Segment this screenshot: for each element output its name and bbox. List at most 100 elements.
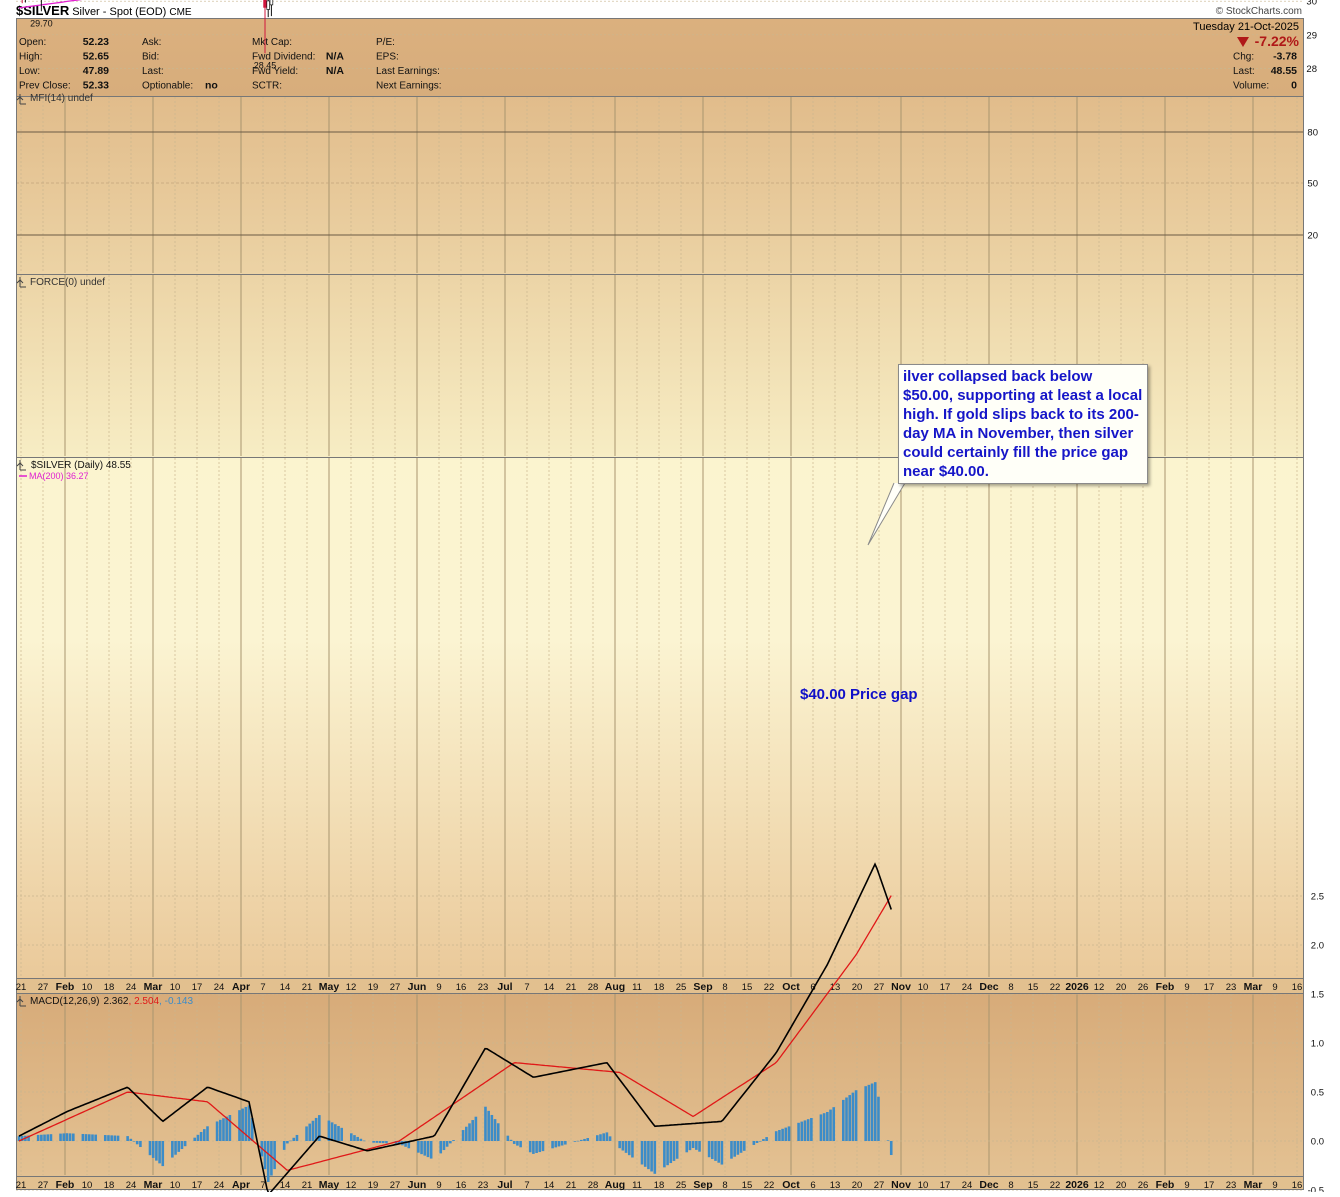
- copyright: © StockCharts.com: [1216, 6, 1302, 17]
- macd-hist-bar: [551, 1141, 554, 1149]
- x-tick-label: 22: [1050, 982, 1061, 993]
- macd-hist-bar: [532, 1141, 535, 1154]
- macd-hist-bar: [385, 1141, 388, 1144]
- macd-hist-bar: [318, 1115, 321, 1141]
- x-tick-label: May: [319, 981, 340, 993]
- macd-hist-bar: [698, 1141, 701, 1152]
- macd-legend: MACD(12,26,9) 2.362, 2.504, -0.143: [30, 996, 193, 1007]
- macd-hist-bar: [461, 1130, 465, 1141]
- macd-tick-label: 1.0: [1311, 1039, 1324, 1050]
- x-axis-top: 21 27 Feb 10 18 24 Mar 10 17 24 Apr 7 14 21 May 12 19 27 J…: [16, 981, 1303, 993]
- stat-label: Fwd Dividend:: [252, 52, 315, 63]
- macd-hist-bar: [845, 1097, 848, 1141]
- panel-icon: [16, 996, 26, 1007]
- macd-hist-bar: [848, 1095, 851, 1141]
- macd-hist-bar: [471, 1120, 474, 1141]
- x-tick-label: Aug: [605, 1179, 625, 1191]
- x-tick-label: 24: [962, 982, 973, 993]
- x-tick-label: 22: [764, 1180, 775, 1191]
- macd-hist-bar: [135, 1141, 139, 1145]
- macd-hist-bar: [273, 1141, 276, 1170]
- macd-hist-bar: [832, 1107, 836, 1141]
- stat-label: Optionable:: [142, 81, 193, 92]
- stat-label: Volume:: [1233, 81, 1269, 92]
- macd-hist-bar: [573, 1141, 577, 1142]
- x-axis-bottom: 21 27 Feb 10 18 24 Mar 10 17 24 Apr 7 14 21 May 12 19 27 J…: [16, 1179, 1303, 1191]
- macd-hist-bar: [429, 1141, 433, 1159]
- header-panel-bg: [16, 18, 1304, 96]
- callout-pointer: [867, 482, 906, 546]
- ma-legend: MA(200) 36.27: [29, 471, 89, 481]
- macd-hist-bar: [349, 1133, 353, 1141]
- x-tick-label: 7: [524, 982, 529, 993]
- stat-label: Last:: [142, 66, 164, 77]
- x-tick-label: Nov: [891, 1179, 911, 1191]
- x-tick-label: 14: [280, 982, 291, 993]
- macd-hist-bar: [215, 1121, 219, 1141]
- macd-hist-bar: [605, 1132, 609, 1141]
- macd-hist-bar: [17, 1136, 21, 1141]
- macd-hist-bar: [103, 1135, 107, 1141]
- x-tick-label: 12: [346, 1180, 357, 1191]
- macd-hist-bar: [685, 1141, 689, 1153]
- macd-hist-bar: [247, 1105, 251, 1141]
- macd-hist-bar: [867, 1084, 871, 1141]
- x-tick-label: Sep: [693, 1179, 712, 1191]
- macd-hist-bar: [228, 1115, 232, 1141]
- macd-hist-bar: [199, 1131, 203, 1141]
- macd-hist-bar: [528, 1141, 532, 1153]
- macd-hist-bar: [43, 1134, 46, 1141]
- stat-label: Fwd Yield:: [252, 66, 298, 77]
- x-tick-label: 10: [170, 1180, 181, 1191]
- macd-hist-bar: [46, 1134, 50, 1141]
- x-tick-label: 2026: [1065, 981, 1089, 993]
- macd-hist-bar: [535, 1141, 538, 1153]
- header: $SILVER Silver - Spot (EOD) CME © StockCha…: [16, 3, 1302, 92]
- macd-ticks: 2.5 2.0 1.5 1.0 0.5 0.0 -0.5: [1308, 892, 1324, 1197]
- x-tick-label: 15: [1028, 1180, 1039, 1191]
- price-legend: $SILVER (Daily) 48.55: [31, 460, 131, 471]
- stat-value: 52.23: [83, 36, 109, 48]
- change-percent: -7.22%: [1255, 33, 1300, 49]
- x-tick-label: 9: [436, 982, 441, 993]
- macd-hist-bar: [225, 1116, 228, 1141]
- macd-hist-bar: [148, 1141, 152, 1156]
- macd-hist-bar: [139, 1141, 142, 1148]
- macd-hist-bar: [886, 1140, 890, 1141]
- x-tick-label: 7: [524, 1180, 529, 1191]
- macd-panel: 2.5 2.0 1.5 1.0 0.5 0.0 -0.5 MACD(12,26,9) 2.36…: [16, 862, 1324, 1197]
- macd-hist-bar: [742, 1141, 746, 1151]
- macd-hist-bar: [177, 1141, 181, 1152]
- stat-value: 52.33: [83, 80, 109, 92]
- macd-hist-bar: [110, 1135, 113, 1141]
- macd-hist-bar: [691, 1141, 695, 1148]
- macd-hist-bar: [439, 1141, 443, 1154]
- x-tick-label: 7: [260, 982, 265, 993]
- x-tick-label: 10: [82, 1180, 93, 1191]
- x-tick-label: 15: [742, 1180, 753, 1191]
- x-tick-label: 8: [722, 982, 727, 993]
- x-tick-label: 22: [1050, 1180, 1061, 1191]
- macd-hist-bar: [653, 1141, 657, 1174]
- macd-hist-bar: [873, 1082, 877, 1141]
- x-tick-label: 23: [1226, 982, 1237, 993]
- macd-hist-bar: [800, 1121, 804, 1141]
- macd-hist-bar: [739, 1141, 743, 1153]
- macd-hist-bar: [161, 1141, 165, 1167]
- macd-hist-bar: [819, 1114, 823, 1141]
- macd-hist-bar: [797, 1122, 800, 1141]
- stat-label: Ask:: [142, 37, 161, 48]
- x-tick-label: 17: [1204, 982, 1215, 993]
- x-tick-label: May: [319, 1179, 340, 1191]
- macd-hist-bar: [509, 1139, 513, 1141]
- panel-icon: [16, 277, 26, 288]
- macd-hist-bar: [675, 1141, 679, 1159]
- macd-hist-bar: [327, 1120, 331, 1141]
- x-tick-label: 23: [1226, 1180, 1237, 1191]
- price-panel-bg: [16, 457, 1304, 978]
- x-tick-label: 20: [1116, 982, 1127, 993]
- x-axis-band-bottom: [16, 1176, 1304, 1190]
- price-tick-label: 29: [1306, 30, 1317, 41]
- macd-hist-bar: [465, 1126, 468, 1141]
- x-tick-label: 24: [214, 982, 225, 993]
